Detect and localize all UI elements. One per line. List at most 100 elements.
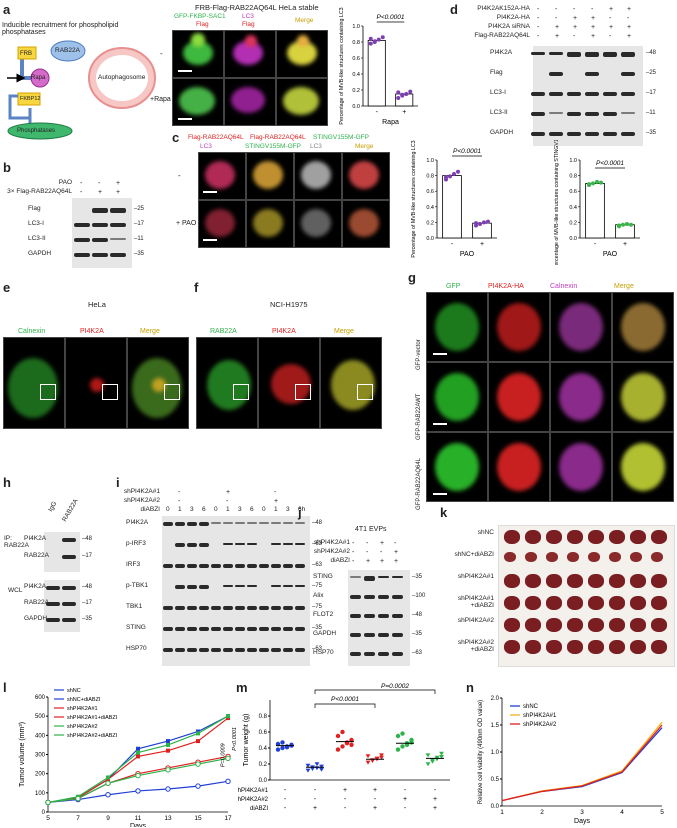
series-marker bbox=[165, 786, 171, 792]
series-marker bbox=[106, 775, 110, 780]
i-condition-mark: - bbox=[178, 498, 181, 505]
h-wcl-band bbox=[46, 618, 60, 622]
legend-label: shPI4K2A#2+diABZI bbox=[67, 733, 118, 739]
h-ip-band bbox=[62, 555, 76, 559]
i-band bbox=[295, 585, 305, 587]
micrograph-c-r2c4 bbox=[342, 200, 390, 248]
data-point bbox=[482, 220, 486, 225]
x-tick-label: + bbox=[402, 109, 406, 116]
d-blot-label: GAPDH bbox=[490, 129, 514, 136]
micrograph-a-r2c2 bbox=[224, 78, 276, 126]
j-condition-mark: + bbox=[380, 540, 385, 547]
p-value: P<0.0001 bbox=[331, 696, 359, 703]
col-label-gfp-fkbp-sac1: GFP-FKBP-SAC1 bbox=[174, 13, 226, 20]
significance-bracket bbox=[314, 703, 376, 708]
h-ip-mw-marker: –17 bbox=[82, 553, 93, 559]
series-marker bbox=[196, 739, 200, 744]
d-condition-mark: - bbox=[573, 6, 576, 13]
i-band bbox=[211, 564, 221, 568]
x-axis-label: Days bbox=[574, 818, 590, 825]
condition-mark: - bbox=[374, 796, 377, 803]
d-band bbox=[549, 72, 563, 76]
d-condition-mark: - bbox=[537, 15, 540, 22]
data-point bbox=[335, 733, 341, 739]
j-blot-label: FLOT2 bbox=[313, 611, 334, 618]
d-condition-mark: + bbox=[591, 33, 596, 40]
i-blot-label: TBK1 bbox=[126, 603, 143, 610]
i-band bbox=[295, 543, 305, 545]
y-tick-label: 0.4 bbox=[569, 205, 577, 211]
i-band bbox=[211, 648, 221, 652]
cell-signal bbox=[435, 303, 479, 351]
tumor bbox=[588, 530, 604, 544]
data-point bbox=[430, 758, 435, 763]
c-title-red-2: Flag-RAB22AQ64L bbox=[250, 134, 306, 141]
d-condition-mark: - bbox=[573, 33, 576, 40]
i-condition-label: shPI4K2A#2 bbox=[123, 497, 160, 504]
h-wcl-blot-label: GAPDH bbox=[24, 615, 48, 622]
data-point bbox=[404, 92, 409, 96]
d-condition-mark: - bbox=[537, 33, 540, 40]
h-wcl-band bbox=[62, 586, 76, 590]
chart-m-tumor-weight: 0.0 0.2 0.4 0.6 0.8 Tumor weight (g) P<0.0001 P… bbox=[238, 683, 450, 812]
data-point bbox=[305, 768, 311, 773]
i-band bbox=[283, 522, 293, 524]
condition-mark: + bbox=[403, 796, 407, 803]
i-band bbox=[175, 585, 185, 589]
legend-label: shNC+diABZI bbox=[67, 697, 101, 703]
y-tick-label: 1.5 bbox=[491, 723, 500, 729]
data-point bbox=[395, 733, 401, 739]
c-title-red-1: Flag-RAB22AQ64L bbox=[188, 134, 244, 141]
tumor bbox=[567, 574, 583, 588]
f-col-pi4k2a: PI4K2A bbox=[272, 328, 296, 335]
tumor bbox=[630, 574, 646, 588]
b-blot-label: LC3-I bbox=[28, 220, 44, 227]
condition-mark: - bbox=[284, 796, 287, 803]
p-value: P<0.0001 bbox=[376, 14, 404, 21]
data-point bbox=[439, 755, 444, 759]
d-blot-label: LC3-II bbox=[490, 109, 508, 116]
tumor bbox=[609, 640, 625, 654]
legend-label: shPI4K2A#1+diABZI bbox=[67, 715, 118, 721]
i-condition-label: diABZI bbox=[140, 506, 160, 513]
scale-bar bbox=[178, 118, 192, 120]
y-tick-label: 0.2 bbox=[259, 762, 268, 768]
i-band bbox=[199, 564, 209, 568]
data-point bbox=[478, 221, 482, 226]
d-band bbox=[621, 92, 635, 96]
tumor bbox=[651, 618, 667, 632]
micrograph-c-r1c3 bbox=[294, 152, 342, 200]
d-condition-mark: + bbox=[609, 24, 614, 31]
d-band bbox=[567, 112, 581, 116]
data-point bbox=[368, 41, 373, 46]
i-blot-label: p-TBK1 bbox=[126, 582, 149, 589]
data-point bbox=[587, 182, 591, 187]
h-ip-mw-marker: –48 bbox=[82, 536, 93, 542]
scale-bar bbox=[433, 353, 447, 355]
y-tick-label: 600 bbox=[35, 695, 46, 701]
b-blot-label: Flag bbox=[28, 205, 41, 212]
tumor bbox=[609, 552, 621, 562]
i-band bbox=[259, 522, 269, 524]
i-band bbox=[283, 543, 293, 545]
b-band bbox=[92, 223, 108, 227]
b-band bbox=[74, 223, 90, 227]
x-tick-label: 13 bbox=[164, 815, 172, 822]
i-band bbox=[211, 522, 221, 524]
i-band bbox=[223, 522, 233, 524]
col-label-flag-1: Flag bbox=[196, 21, 209, 28]
j-condition-mark: - bbox=[380, 549, 383, 556]
j-condition-label: diABZI bbox=[330, 557, 350, 564]
j-band bbox=[392, 633, 403, 637]
series-marker bbox=[135, 788, 141, 794]
panel-label-g: g bbox=[408, 270, 416, 285]
d-condition-mark: + bbox=[609, 6, 614, 13]
d-band bbox=[603, 112, 617, 116]
b-condition-label: 3× Flag-RAB22AQ64L bbox=[7, 188, 72, 195]
i-band bbox=[223, 564, 233, 568]
b-band bbox=[110, 208, 126, 213]
e-title: HeLa bbox=[88, 300, 106, 309]
row-label-minus-c: - bbox=[178, 171, 181, 180]
col-label-merge-a: Merge bbox=[295, 17, 314, 24]
b-condition-mark: - bbox=[98, 180, 101, 187]
